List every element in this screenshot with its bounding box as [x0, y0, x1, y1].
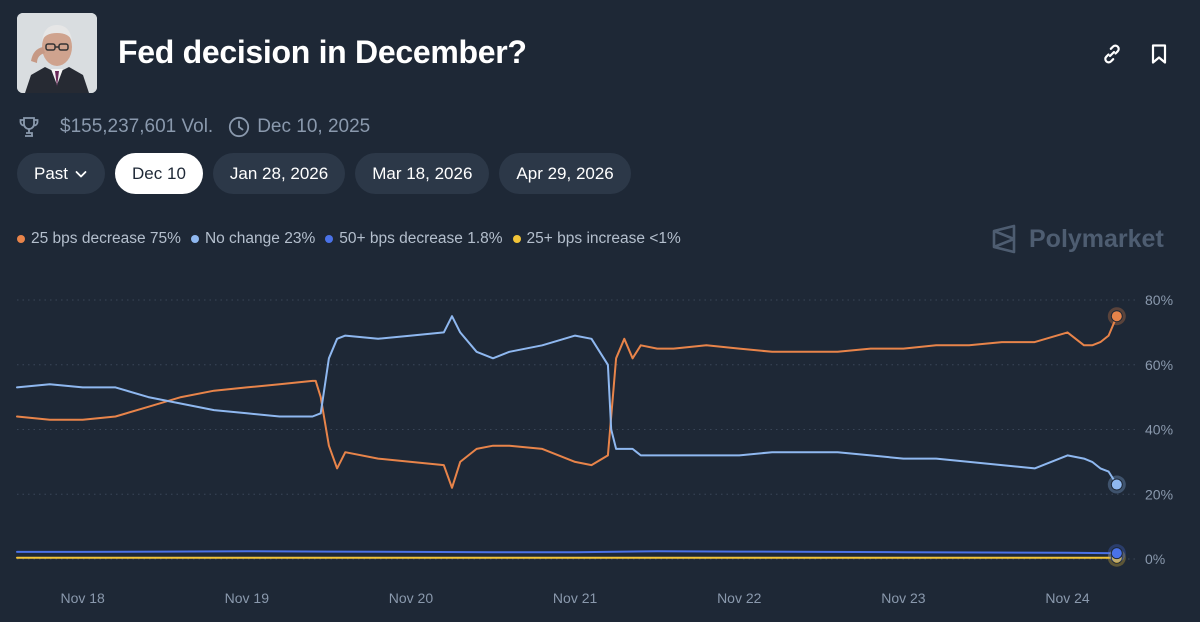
x-tick-label: Nov 20 [389, 590, 434, 606]
copy-link-button[interactable] [1098, 40, 1126, 68]
trophy-icon [19, 117, 39, 137]
end-date-text: Dec 10, 2025 [257, 116, 371, 137]
tab-jan-28-2026[interactable]: Jan 28, 2026 [212, 153, 346, 194]
chevron-down-icon [75, 170, 87, 177]
tab-past[interactable]: Past [17, 153, 106, 194]
date-tabs: Past Dec 10 Jan 28, 2026 Mar 18, 2026 Ap… [17, 153, 631, 194]
x-tick-label: Nov 21 [553, 590, 598, 606]
legend-label: 25+ bps increase <1% [526, 230, 681, 247]
legend-label: 25 bps decrease 75% [31, 230, 181, 247]
legend-item-50bps-decrease[interactable]: 50+ bps decrease 1.8% [325, 230, 503, 248]
brand-name: Polymarket [1029, 224, 1164, 253]
endpoint-marker[interactable] [1110, 310, 1123, 323]
legend-swatch [17, 235, 25, 243]
y-tick-label: 20% [1145, 486, 1173, 502]
bookmark-icon [1151, 44, 1167, 64]
x-tick-label: Nov 19 [225, 590, 270, 606]
clock-icon [229, 116, 250, 138]
series-line-50-bps-decrease[interactable] [16, 550, 1118, 555]
tab-label: Mar 18, 2026 [372, 163, 473, 183]
legend-swatch [190, 235, 199, 243]
volume-text: $155,237,601 Vol. [60, 116, 214, 137]
bookmark-button[interactable] [1145, 40, 1173, 68]
legend-item-25bps-decrease[interactable]: 25 bps decrease 75% [17, 230, 181, 248]
legend-item-no-change[interactable]: No change 23% [190, 230, 316, 248]
x-tick-label: Nov 23 [881, 590, 926, 606]
x-tick-label: Nov 18 [60, 590, 105, 606]
x-tick-label: Nov 24 [1045, 590, 1090, 606]
tab-apr-29-2026[interactable]: Apr 29, 2026 [499, 153, 631, 194]
legend-swatch [512, 235, 521, 243]
legend-label: No change 23% [204, 230, 316, 247]
page-title: Fed decision in December? [118, 34, 527, 70]
y-tick-label: 40% [1145, 422, 1173, 438]
tab-label: Apr 29, 2026 [516, 163, 614, 183]
endpoint-marker[interactable] [1110, 547, 1123, 560]
y-tick-label: 60% [1145, 357, 1173, 373]
tab-dec-10[interactable]: Dec 10 [115, 153, 203, 194]
chart-legend: 25 bps decrease 75% No change 23% 50+ bp… [17, 230, 691, 248]
x-tick-label: Nov 22 [717, 590, 762, 606]
legend-swatch [325, 235, 334, 243]
probability-chart: 0% 20% 40% 60% 80% Nov 18 Nov 19 Nov 20 Nov 21 N… [16, 292, 1173, 606]
tab-label: Past [34, 163, 69, 183]
y-tick-label: 80% [1145, 292, 1173, 308]
market-avatar [17, 13, 97, 93]
series-line-25-bps-decrease[interactable] [16, 315, 1118, 489]
portrait-image [17, 13, 97, 93]
market-meta: $155,237,601 Vol. Dec 10, 2025 [17, 114, 370, 140]
polymarket-logo-icon [992, 224, 1016, 254]
legend-item-25bps-increase[interactable]: 25+ bps increase <1% [512, 230, 681, 248]
legend-label: 50+ bps decrease 1.8% [339, 230, 503, 247]
series-line-no-change[interactable] [16, 315, 1118, 486]
tab-label: Dec 10 [132, 163, 186, 183]
y-tick-label: 0% [1145, 551, 1165, 567]
link-icon [1104, 44, 1120, 64]
tab-label: Jan 28, 2026 [229, 163, 329, 183]
tab-mar-18-2026[interactable]: Mar 18, 2026 [355, 153, 490, 194]
endpoint-marker[interactable] [1110, 478, 1123, 491]
polymarket-watermark: Polymarket [990, 224, 1164, 254]
